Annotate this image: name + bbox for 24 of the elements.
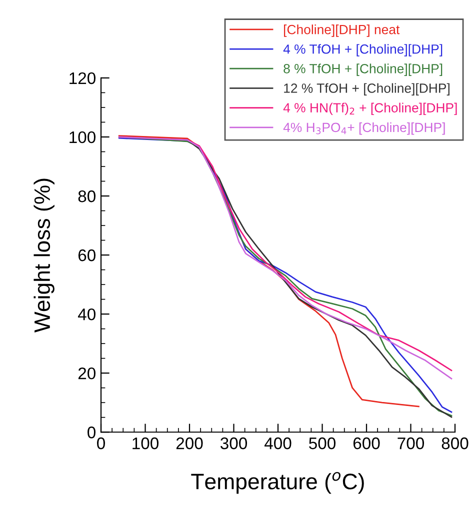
x-tick-label: 200	[176, 437, 203, 450]
y-tick-label: 60	[78, 249, 96, 262]
x-tick-label: 0	[97, 437, 105, 450]
legend-label: 8 % TfOH + [Choline][DHP]	[284, 64, 442, 76]
y-tick-label: 20	[78, 367, 96, 380]
x-tick-label: 600	[353, 437, 380, 450]
x-tick-label: 300	[220, 437, 248, 450]
legend-label: 4% H$_{3}$PO$_{4}$+ [Choline][DHP]	[283, 122, 445, 135]
y-tick-label: 80	[78, 190, 96, 202]
y-tick-label: 120	[70, 72, 96, 84]
x-tick-label: 500	[309, 437, 336, 450]
x-tick-label: 400	[264, 437, 292, 450]
x-tick-label: 800	[442, 437, 468, 450]
y-tick-label: 100	[70, 131, 96, 144]
x-axis-title: Temperature ($^{o}$C)	[191, 472, 364, 494]
y-axis-title: Weight loss (%)	[34, 178, 54, 333]
y-tick-label: 0	[88, 426, 96, 438]
legend-label: 4 % TfOH + [Choline][DHP]	[283, 44, 442, 56]
x-tick-label: 700	[398, 437, 424, 450]
legend-label: [Choline][DHP] neat	[284, 24, 400, 37]
legend-label: 12 % TfOH + [Choline][DHP]	[284, 83, 450, 96]
legend-label: 4 % HN(Tf)$_{2}$ + [Choline][DHP]	[283, 102, 457, 116]
y-tick-label: 40	[78, 308, 96, 320]
x-tick-label: 100	[132, 437, 159, 450]
